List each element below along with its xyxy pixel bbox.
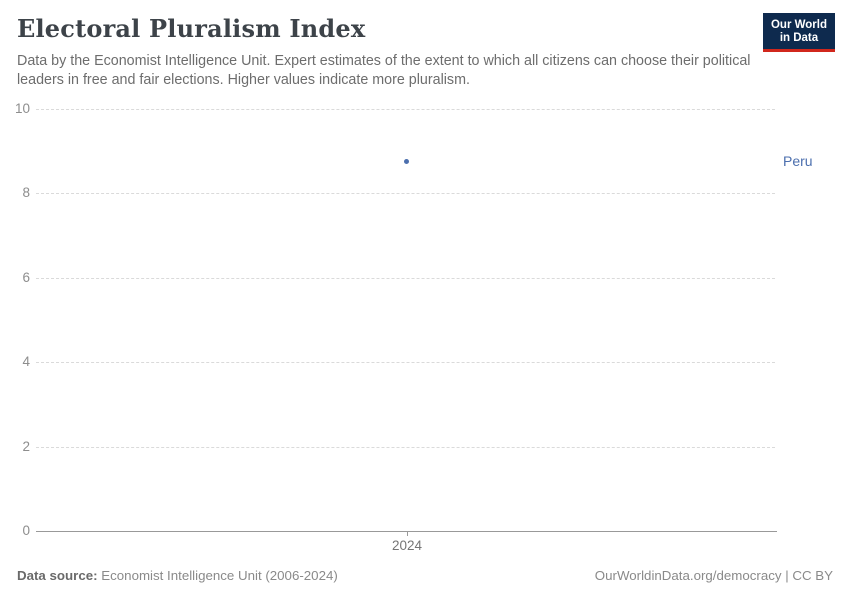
owid-logo[interactable]: Our World in Data [762, 13, 835, 52]
x-tick-label: 2024 [391, 538, 423, 553]
y-tick-label: 0 [22, 523, 30, 538]
x-tick-mark [407, 531, 408, 536]
page-title: Electoral Pluralism Index [17, 14, 366, 43]
owid-logo-line1: Our World [770, 19, 827, 31]
y-tick-label: 4 [22, 354, 30, 370]
owid-logo-line2: in Data [779, 32, 819, 44]
chart-footer: Data source: Economist Intelligence Unit… [17, 568, 833, 583]
series-label[interactable]: Peru [783, 153, 813, 170]
gridline [36, 362, 775, 364]
chart-subtitle: Data by the Economist Intelligence Unit.… [17, 53, 751, 88]
plot-area: 0 2 4 6 8 10 2024 Peru [15, 101, 813, 553]
y-tick-label: 6 [22, 269, 30, 285]
data-source-value: Economist Intelligence Unit (2006-2024) [101, 568, 338, 583]
gridline [36, 277, 775, 279]
gridline [36, 109, 775, 110]
credit-link[interactable]: OurWorldinData.org/democracy | CC BY [594, 568, 833, 583]
gridline [36, 193, 775, 195]
gridline [36, 446, 775, 448]
data-source-label: Data source: [17, 568, 98, 583]
data-source: Data source: Economist Intelligence Unit… [17, 568, 338, 583]
x-axis-line [36, 531, 777, 532]
y-tick-label: 10 [14, 101, 30, 116]
y-tick-label: 8 [22, 185, 30, 201]
y-tick-label: 2 [22, 438, 30, 454]
data-point[interactable] [404, 159, 409, 165]
